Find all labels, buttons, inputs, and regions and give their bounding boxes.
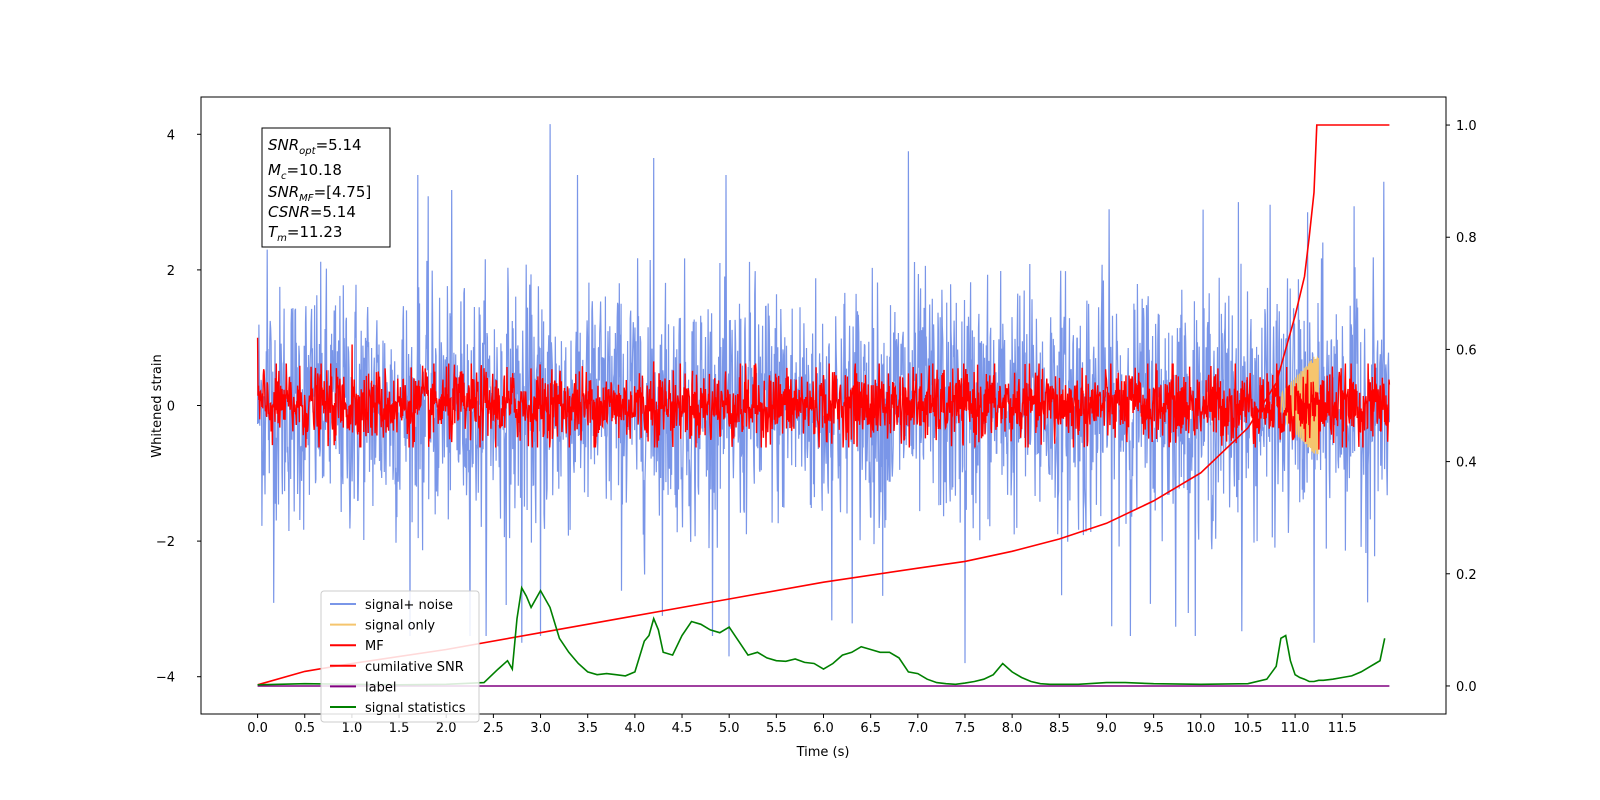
legend-label: signal statistics bbox=[365, 701, 466, 716]
legend-label: signal only bbox=[365, 619, 435, 634]
y2-tick-label: 0.4 bbox=[1456, 456, 1477, 471]
x-tick-label: 6.0 bbox=[813, 721, 834, 736]
x-tick-label: 11.5 bbox=[1328, 721, 1357, 736]
legend-label: cumilative SNR bbox=[365, 660, 464, 675]
legend-label: MF bbox=[365, 639, 384, 654]
x-tick-label: 0.0 bbox=[247, 721, 268, 736]
series-line-cumilative-snr bbox=[257, 124, 1390, 686]
x-tick-label: 10.0 bbox=[1186, 721, 1215, 736]
x-tick-label: 4.5 bbox=[672, 721, 693, 736]
series-line-signal-statistics bbox=[257, 585, 1386, 686]
x-tick-label: 8.0 bbox=[1002, 721, 1023, 736]
series-line-signal-only bbox=[1275, 356, 1320, 455]
series-line-mf bbox=[256, 337, 1391, 450]
y2-tick-label: 0.0 bbox=[1456, 680, 1477, 695]
y2-tick-label: 0.2 bbox=[1456, 568, 1477, 583]
y2-tick-label: 0.6 bbox=[1456, 343, 1477, 358]
info-mc: Mc=10.18 bbox=[268, 161, 342, 182]
y2-tick-label: 0.8 bbox=[1456, 231, 1477, 246]
info-box-frame bbox=[261, 127, 391, 248]
x-tick-label: 2.5 bbox=[483, 721, 504, 736]
x-tick-label: 0.5 bbox=[294, 721, 315, 736]
legend: signal+ noise signal only MF cumilative SNR… bbox=[320, 590, 480, 723]
x-tick-label: 10.5 bbox=[1233, 721, 1262, 736]
info-box: SNRopt=5.14 Mc=10.18 SNRMF=[4.75] CSNR=5… bbox=[261, 127, 391, 248]
x-tick-label: 5.5 bbox=[766, 721, 787, 736]
y-tick-label: 0 bbox=[167, 400, 175, 415]
y-tick-label: −4 bbox=[156, 671, 175, 686]
x-tick-label: 1.5 bbox=[389, 721, 410, 736]
series-layer bbox=[256, 124, 1391, 687]
x-tick-label: 3.0 bbox=[530, 721, 551, 736]
y-tick-label: −2 bbox=[156, 535, 175, 550]
y-tick-label: 2 bbox=[167, 264, 175, 279]
x-tick-label: 4.0 bbox=[625, 721, 646, 736]
x-tick-label: 11.0 bbox=[1281, 721, 1310, 736]
legend-label: signal+ noise bbox=[365, 598, 453, 613]
x-tick-label: 9.0 bbox=[1096, 721, 1117, 736]
x-axis-label: Time (s) bbox=[796, 745, 850, 760]
y-axis-left: −4 −2 0 2 4 bbox=[156, 128, 201, 686]
x-tick-label: 6.5 bbox=[860, 721, 881, 736]
info-snr-mf: SNRMF=[4.75] bbox=[268, 183, 371, 204]
y2-tick-label: 1.0 bbox=[1456, 119, 1477, 134]
y-axis-right: 0.0 0.2 0.4 0.6 0.8 1.0 bbox=[1446, 119, 1477, 695]
info-snr-opt: SNRopt=5.14 bbox=[268, 136, 362, 157]
x-axis: 0.0 0.5 1.0 1.5 2.0 2.5 3.0 3.5 4.0 4.5 5.0 5.5 6.0 6… bbox=[247, 714, 1357, 736]
x-tick-label: 2.0 bbox=[436, 721, 457, 736]
x-tick-label: 1.0 bbox=[342, 721, 363, 736]
x-tick-label: 9.5 bbox=[1143, 721, 1164, 736]
y-tick-label: 4 bbox=[167, 128, 175, 143]
info-tm: Tm=11.23 bbox=[268, 223, 342, 244]
y-axis-label: Whitened strain bbox=[150, 354, 165, 457]
x-tick-label: 7.0 bbox=[907, 721, 928, 736]
x-tick-label: 7.5 bbox=[955, 721, 976, 736]
legend-label: label bbox=[365, 680, 396, 695]
legend-frame bbox=[320, 590, 480, 723]
x-tick-label: 8.5 bbox=[1049, 721, 1070, 736]
x-tick-label: 5.0 bbox=[719, 721, 740, 736]
info-csnr: CSNR=5.14 bbox=[268, 203, 356, 221]
x-tick-label: 3.5 bbox=[577, 721, 598, 736]
